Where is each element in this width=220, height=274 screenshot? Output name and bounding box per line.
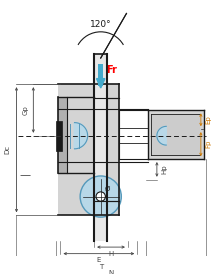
Text: Gp: Gp [23,105,29,115]
Text: Ø: Ø [104,186,110,192]
Text: E: E [97,257,101,263]
Bar [58,84,119,215]
Text: H: H [108,251,114,257]
Text: Dc: Dc [5,145,11,154]
Polygon shape [75,122,88,149]
Bar [151,114,200,155]
Text: T: T [99,264,103,270]
Polygon shape [157,126,166,145]
Text: —: — [19,170,31,181]
Text: Fp: Fp [205,140,212,148]
Bar [56,121,62,151]
Circle shape [96,192,105,201]
Text: Ep: Ep [205,115,212,124]
Bar [98,64,103,86]
Text: N: N [108,270,114,274]
Text: 120°: 120° [90,20,112,29]
Circle shape [80,176,121,217]
Polygon shape [97,79,105,88]
Bar [148,110,204,159]
Text: Hp: Hp [161,165,168,174]
Bar [58,97,67,173]
Bar [94,54,107,241]
Text: Fr: Fr [106,65,117,75]
